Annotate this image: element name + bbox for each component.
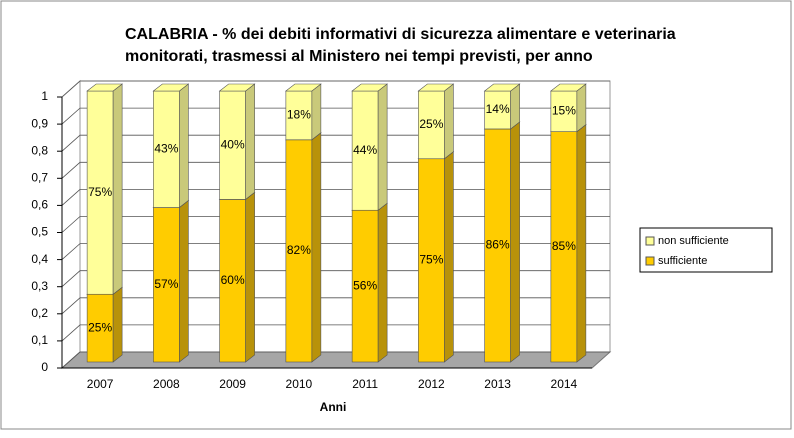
y-tick-label: 0,5 (31, 225, 48, 239)
y-tick-label: 1 (41, 89, 48, 103)
bar-face (112, 83, 123, 295)
x-tick-label: 2012 (418, 377, 445, 391)
bar-segment (483, 83, 521, 130)
bar-face (112, 286, 123, 363)
bar-face (483, 83, 521, 92)
value-label: 14% (486, 102, 510, 116)
y-tick-label: 0,1 (31, 333, 48, 347)
bar-face (153, 207, 180, 363)
x-axis-title: Anni (320, 400, 347, 414)
bar-face (444, 151, 454, 363)
bar-segment (351, 83, 388, 211)
bar-segment (285, 83, 322, 141)
bar-face (510, 121, 520, 363)
bar-segment (218, 191, 256, 363)
bar-face (444, 83, 454, 160)
bar-face (351, 90, 379, 211)
bar-segment (86, 83, 123, 295)
x-tick-label: 2008 (153, 377, 180, 391)
value-label: 44% (353, 143, 377, 157)
x-tick-label: 2014 (551, 377, 578, 391)
x-tick-label: 2009 (219, 377, 246, 391)
bar-segment (218, 83, 256, 201)
legend-label: sufficiente (658, 255, 707, 267)
bar-face (179, 199, 189, 363)
value-label: 18% (287, 108, 311, 122)
bar-face (179, 83, 189, 209)
bar-face (86, 293, 114, 363)
bar-face (219, 199, 246, 363)
bar-face (377, 202, 388, 363)
bar-face (311, 132, 322, 363)
y-tick-label: 0,9 (31, 116, 48, 130)
value-label: 15% (552, 103, 576, 117)
value-label: 82% (287, 243, 311, 257)
y-tick-label: 0,4 (31, 252, 48, 266)
value-label: 56% (353, 278, 377, 292)
bar-segment (285, 132, 322, 363)
value-label: 75% (88, 185, 112, 199)
legend-box (639, 227, 773, 273)
bar-face (377, 83, 388, 211)
floor (60, 351, 612, 369)
bar-face (285, 90, 313, 141)
bar-segment (152, 83, 190, 209)
bar-face (351, 83, 388, 92)
value-label: 75% (419, 253, 443, 267)
bar-face (484, 128, 511, 363)
bar-face (510, 83, 520, 130)
value-label: 25% (419, 117, 443, 131)
value-label: 25% (88, 320, 112, 334)
bar-face (576, 83, 587, 133)
chart-subtitle: monitorati, trasmessi al Ministero nei t… (125, 48, 593, 65)
bar-face (152, 83, 190, 92)
bar-face (550, 131, 578, 363)
x-tick-label: 2011 (352, 377, 378, 391)
x-tick-label: 2007 (87, 377, 114, 391)
legend-label: non sufficiente (658, 235, 729, 247)
x-tick-label: 2013 (484, 377, 511, 391)
chart-title: CALABRIA - % dei debiti informativi di s… (125, 26, 676, 43)
y-tick-label: 0,8 (31, 143, 48, 157)
value-label: 40% (221, 137, 245, 151)
x-tick-label: 2010 (286, 377, 313, 391)
bar-face (285, 83, 322, 92)
bar-face (153, 90, 180, 208)
legend-swatch (645, 256, 655, 266)
bar-face (417, 83, 455, 92)
bar-face (86, 83, 123, 92)
bar-face (218, 83, 256, 92)
y-tick-label: 0 (41, 360, 48, 374)
bar-face (285, 139, 313, 363)
grid-line (61, 80, 610, 98)
y-tick-label: 0,7 (31, 170, 48, 184)
bar-face (550, 83, 587, 92)
bar-face (311, 83, 322, 141)
bar-segment (483, 121, 521, 363)
bar-segment (550, 83, 587, 133)
value-label: 43% (154, 141, 178, 155)
value-label: 86% (486, 238, 510, 252)
bar-segment (417, 83, 455, 160)
y-tick-label: 0,3 (31, 279, 48, 293)
bar-face (351, 209, 379, 363)
value-label: 57% (154, 277, 178, 291)
value-label: 85% (552, 239, 576, 253)
y-tick-label: 0,2 (31, 306, 48, 320)
bar-face (245, 191, 255, 363)
bar-face (245, 83, 255, 201)
bar-face (576, 124, 587, 363)
y-tick-label: 0,6 (31, 198, 48, 212)
bar-face (219, 90, 246, 200)
legend-swatch (645, 236, 655, 246)
value-label: 60% (221, 273, 245, 287)
